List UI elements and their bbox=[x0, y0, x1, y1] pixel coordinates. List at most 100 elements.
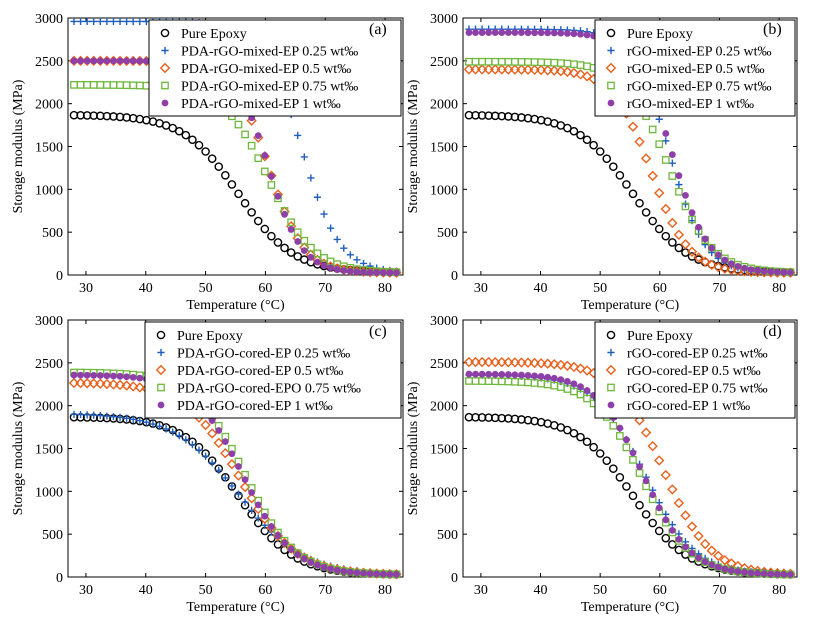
data-point bbox=[281, 210, 288, 218]
y-tick-label: 3000 bbox=[35, 314, 63, 329]
legend-box bbox=[594, 19, 796, 117]
data-point bbox=[287, 218, 295, 227]
data-point bbox=[511, 29, 519, 37]
data-point bbox=[616, 432, 624, 440]
y-tick-label: 2500 bbox=[430, 55, 458, 70]
legend-entry: PDA-rGO-cored-EPO 0.75 wt‰ bbox=[177, 382, 361, 397]
data-point bbox=[248, 506, 256, 514]
data-point bbox=[680, 239, 691, 250]
data-point bbox=[583, 387, 591, 394]
data-point bbox=[721, 565, 729, 573]
data-point bbox=[589, 140, 598, 150]
legend: Pure Epoxy PDA-rGO-mixed-EP 0.25 wt‰ PDA-r… bbox=[148, 19, 402, 117]
data-point bbox=[333, 566, 341, 574]
data-point bbox=[227, 180, 237, 189]
data-point bbox=[181, 130, 191, 140]
data-point bbox=[273, 238, 283, 247]
legend-marker bbox=[607, 81, 615, 90]
data-point bbox=[307, 174, 315, 182]
y-tick-label: 500 bbox=[437, 528, 458, 543]
legend-marker bbox=[607, 383, 615, 392]
x-axis-label: Temperature (°C) bbox=[581, 298, 680, 313]
data-point bbox=[228, 482, 236, 490]
data-point bbox=[706, 545, 717, 556]
data-point bbox=[248, 489, 256, 496]
x-tick-label: 60 bbox=[653, 281, 667, 296]
chart-panel-1: 30 40 50 60 70 80 0 500 1000 1500 2000 2500 3000 Temp… bbox=[11, 12, 404, 313]
data-point bbox=[570, 30, 578, 38]
data-point bbox=[524, 371, 532, 379]
data-point bbox=[188, 441, 197, 449]
data-point bbox=[485, 29, 493, 36]
data-point bbox=[569, 126, 579, 136]
data-point bbox=[116, 17, 124, 26]
data-point bbox=[88, 378, 99, 389]
data-point bbox=[267, 181, 276, 189]
data-point bbox=[622, 443, 631, 452]
data-point bbox=[634, 136, 645, 147]
data-point bbox=[503, 357, 514, 368]
series-1 bbox=[69, 412, 401, 579]
data-point bbox=[70, 17, 78, 26]
y-tick-label: 1500 bbox=[35, 443, 63, 458]
data-point bbox=[682, 543, 689, 551]
data-point bbox=[300, 236, 309, 245]
data-point bbox=[96, 372, 104, 379]
data-point bbox=[522, 64, 534, 75]
x-tick-label: 30 bbox=[474, 583, 488, 598]
legend: Pure Epoxy rGO-cored-EP 0.25 wt‰ rGO-cored… bbox=[594, 321, 796, 419]
data-point bbox=[247, 208, 256, 217]
data-point bbox=[563, 123, 572, 133]
data-point bbox=[699, 538, 711, 550]
data-point bbox=[569, 428, 579, 438]
data-point bbox=[360, 569, 367, 577]
data-point bbox=[293, 252, 303, 261]
x-tick-label: 80 bbox=[378, 583, 392, 598]
data-point bbox=[103, 81, 111, 89]
x-tick-label: 60 bbox=[258, 583, 272, 598]
y-tick-label: 1000 bbox=[430, 183, 458, 198]
legend-entry: PDA-rGO-cored-EP 1 wt‰ bbox=[177, 399, 333, 414]
y-tick-label: 1500 bbox=[430, 443, 458, 458]
data-point bbox=[570, 380, 578, 388]
y-tick-label: 3000 bbox=[35, 12, 63, 27]
data-point bbox=[373, 269, 381, 276]
data-point bbox=[714, 563, 722, 571]
y-tick-label: 2000 bbox=[35, 400, 63, 415]
data-point bbox=[575, 69, 586, 80]
data-point bbox=[693, 252, 704, 263]
data-point bbox=[706, 259, 717, 270]
data-point bbox=[629, 456, 637, 464]
data-point bbox=[174, 126, 184, 136]
data-point bbox=[714, 251, 722, 259]
legend-marker bbox=[605, 62, 617, 74]
x-tick-label: 70 bbox=[318, 583, 332, 598]
data-point bbox=[96, 81, 105, 89]
data-point bbox=[642, 477, 650, 485]
data-point bbox=[122, 81, 131, 90]
y-tick-label: 2000 bbox=[35, 98, 63, 113]
data-point bbox=[747, 569, 755, 577]
data-point bbox=[708, 244, 716, 252]
data-point bbox=[627, 121, 639, 132]
data-point bbox=[129, 57, 137, 65]
data-point bbox=[628, 491, 638, 501]
legend-box bbox=[148, 19, 402, 117]
data-point bbox=[346, 251, 354, 259]
x-tick-label: 50 bbox=[199, 583, 213, 598]
data-point bbox=[320, 563, 328, 571]
data-point bbox=[194, 140, 204, 150]
x-tick-label: 50 bbox=[593, 583, 607, 598]
data-point bbox=[208, 459, 216, 467]
data-point bbox=[741, 264, 748, 272]
data-point bbox=[675, 172, 683, 180]
data-point bbox=[504, 57, 513, 66]
data-point bbox=[129, 17, 137, 26]
data-point bbox=[313, 249, 322, 258]
data-point bbox=[537, 29, 545, 37]
data-point bbox=[517, 58, 526, 66]
legend-marker bbox=[161, 99, 169, 107]
data-point bbox=[90, 17, 98, 26]
data-point bbox=[662, 516, 670, 524]
data-point bbox=[123, 57, 131, 65]
